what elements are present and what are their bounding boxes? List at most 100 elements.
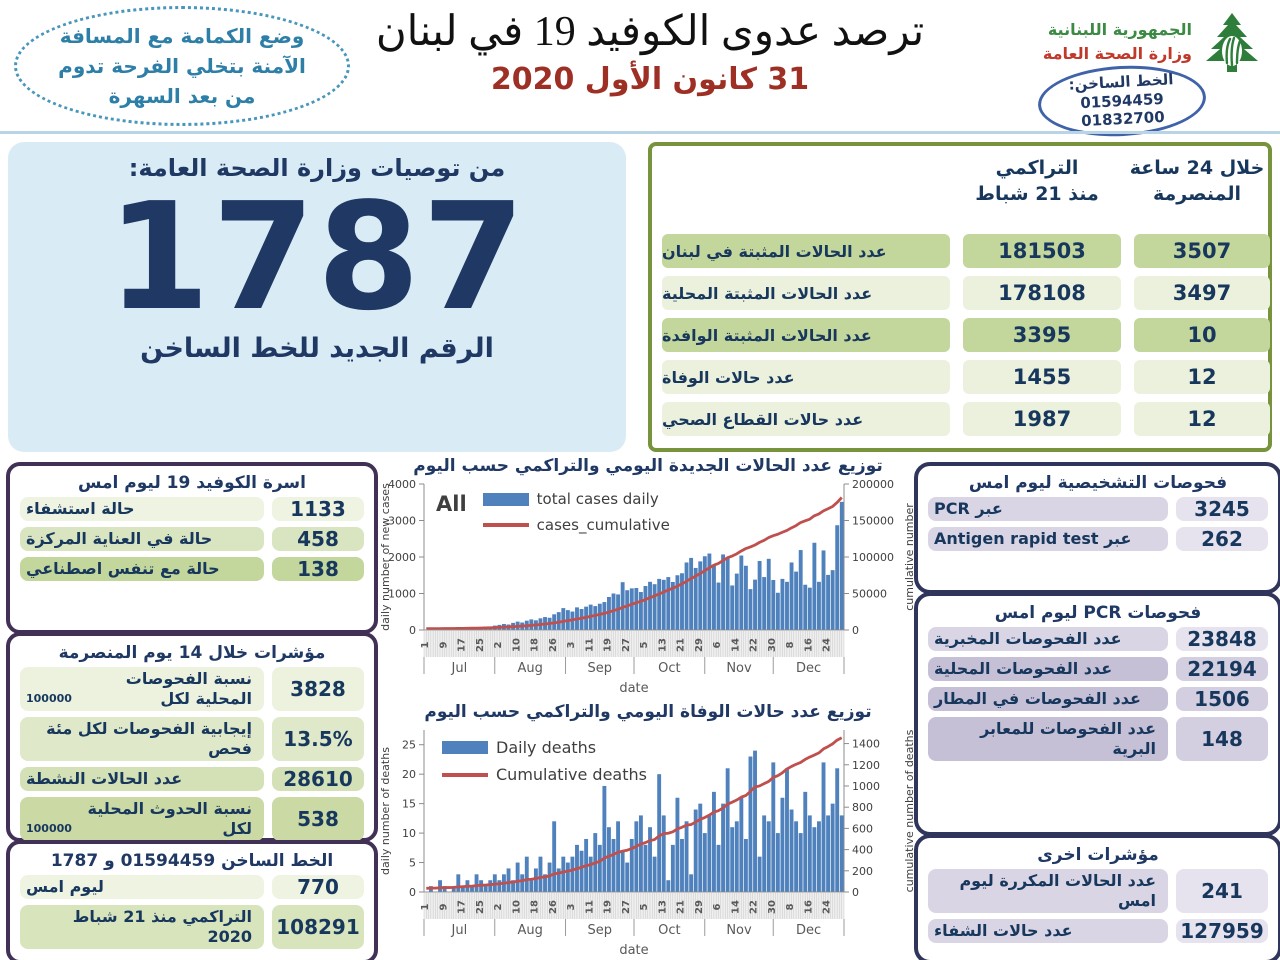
svg-text:5: 5 bbox=[639, 903, 650, 910]
table-row: عدد الحالات المثبتة الوافدة 3395 10 bbox=[662, 318, 1270, 352]
svg-text:18: 18 bbox=[530, 638, 541, 652]
table-row: عدد الحالات المثبتة في لبنان 181503 3507 bbox=[662, 234, 1270, 268]
svg-text:18: 18 bbox=[530, 900, 541, 914]
row-value: 22194 bbox=[1176, 657, 1268, 681]
row-24h-value: 12 bbox=[1134, 360, 1270, 394]
row-label: عبر PCR bbox=[928, 497, 1168, 521]
svg-text:date: date bbox=[619, 943, 648, 956]
list-item: ليوم امس 770 bbox=[20, 875, 364, 899]
svg-text:2: 2 bbox=[493, 903, 504, 910]
row-value: 770 bbox=[272, 875, 364, 899]
row-label: عدد الفحوصات المخبرية bbox=[928, 627, 1168, 651]
legend-entry: cases_cumulative bbox=[536, 516, 670, 534]
other-indicators-panel: مؤشرات اخرى عدد الحالات المكررة ليوم امس… bbox=[914, 834, 1280, 960]
table-row: عدد الحالات المثبتة المحلية 178108 3497 bbox=[662, 276, 1270, 310]
svg-text:5: 5 bbox=[639, 641, 650, 648]
svg-text:9: 9 bbox=[438, 903, 449, 910]
row-cumulative-value: 3395 bbox=[963, 318, 1121, 352]
svg-text:0: 0 bbox=[852, 886, 859, 899]
svg-text:Nov: Nov bbox=[726, 923, 752, 938]
column-header-cumulative: التراكمي منذ 21 شباط bbox=[975, 157, 1099, 205]
svg-text:Jul: Jul bbox=[451, 923, 468, 938]
row-value: 1133 bbox=[272, 497, 364, 521]
svg-text:24: 24 bbox=[822, 900, 833, 914]
row-value: 28610 bbox=[272, 767, 364, 791]
row-label: عدد حالات الشفاء bbox=[928, 919, 1168, 943]
svg-text:15: 15 bbox=[402, 798, 416, 811]
list-item: عدد حالات الشفاء 127959 bbox=[928, 919, 1268, 943]
svg-text:1: 1 bbox=[420, 903, 431, 910]
row-label: عدد الفحوصات في المطار bbox=[928, 687, 1168, 711]
row-value: 13.5% bbox=[272, 717, 364, 761]
svg-text:1200: 1200 bbox=[852, 759, 880, 772]
list-item: عدد الحالات النشطة 28610 bbox=[20, 767, 364, 791]
row-label: عبر Antigen rapid test bbox=[928, 527, 1168, 551]
list-item: عدد الفحوصات المخبرية 23848 bbox=[928, 627, 1268, 651]
svg-text:cumulative number of deaths: cumulative number of deaths bbox=[903, 729, 916, 892]
svg-text:8: 8 bbox=[785, 903, 796, 910]
svg-text:11: 11 bbox=[584, 900, 595, 914]
ministry-name: الجمهورية اللبنانية وزارة الصحة العامة bbox=[1020, 18, 1192, 66]
svg-text:Sep: Sep bbox=[588, 923, 613, 938]
list-item: عدد الفحوصات للمعابر البرية 148 bbox=[928, 717, 1268, 761]
svg-text:10: 10 bbox=[511, 638, 522, 652]
panel-title: مؤشرات خلال 14 يوم المنصرمة bbox=[58, 643, 326, 663]
list-item: نسبة الحدوث المحلية لكل 100000 538 bbox=[20, 797, 364, 841]
svg-text:17: 17 bbox=[457, 900, 468, 914]
deaths-chart: توزيع عدد حالات الوفاة اليومي والتراكمي … bbox=[378, 702, 918, 958]
svg-text:0: 0 bbox=[409, 624, 416, 637]
svg-text:100000: 100000 bbox=[852, 551, 894, 564]
cases-chart: توزيع عدد الحالات الجديدة اليومي والتراك… bbox=[378, 456, 918, 702]
svg-text:Nov: Nov bbox=[726, 661, 752, 676]
chart-title: توزيع عدد حالات الوفاة اليومي والتراكمي … bbox=[424, 702, 872, 722]
svg-text:10: 10 bbox=[402, 827, 416, 840]
row-label: ليوم امس bbox=[20, 875, 264, 899]
svg-text:cumulative number: cumulative number bbox=[903, 503, 916, 611]
row-label: عدد الحالات النشطة bbox=[20, 767, 264, 791]
svg-text:0: 0 bbox=[409, 886, 416, 899]
svg-text:20: 20 bbox=[402, 768, 416, 781]
svg-text:19: 19 bbox=[603, 638, 614, 652]
svg-text:9: 9 bbox=[438, 641, 449, 648]
table-row: عدد حالات القطاع الصحي 1987 12 bbox=[662, 402, 1270, 436]
svg-text:30: 30 bbox=[767, 638, 778, 652]
row-cumulative-value: 1455 bbox=[963, 360, 1121, 394]
svg-text:2: 2 bbox=[493, 641, 504, 648]
list-item: عدد الحالات المكررة ليوم امس 241 bbox=[928, 869, 1268, 913]
page-title: ترصد عدوى الكوفيد 19 في لبنان bbox=[375, 9, 925, 55]
indicators-14day-panel: مؤشرات خلال 14 يوم المنصرمة نسبة الفحوصا… bbox=[6, 632, 378, 842]
svg-text:600: 600 bbox=[852, 822, 873, 835]
legend-entry: Cumulative deaths bbox=[496, 765, 647, 784]
svg-text:22: 22 bbox=[749, 900, 760, 914]
row-value: 108291 bbox=[272, 905, 364, 949]
svg-text:Oct: Oct bbox=[658, 661, 680, 676]
row-label: عدد الفحوصات المحلية bbox=[928, 657, 1168, 681]
list-item: عبر PCR 3245 bbox=[928, 497, 1268, 521]
svg-text:13: 13 bbox=[657, 900, 668, 914]
ministry-title: وزارة الصحة العامة bbox=[1042, 44, 1192, 63]
row-label: عدد الفحوصات للمعابر البرية bbox=[928, 717, 1168, 761]
row-value: 138 bbox=[272, 557, 364, 581]
badge-line: الآمنة بتخلي الفرحة تدوم bbox=[58, 54, 306, 78]
mask-advice-badge: وضع الكمامة مع المسافة الآمنة بتخلي الفر… bbox=[14, 6, 350, 126]
svg-text:13: 13 bbox=[657, 638, 668, 652]
row-value: 127959 bbox=[1176, 919, 1268, 943]
row-24h-value: 12 bbox=[1134, 402, 1270, 436]
list-item: نسبة الفحوصات المحلية لكل 100000 3828 bbox=[20, 667, 364, 711]
hotline-calls-panel: الخط الساخن 01594459 و 1787 ليوم امس 770… bbox=[6, 840, 378, 960]
svg-text:25: 25 bbox=[475, 900, 486, 914]
legend-entry: Daily deaths bbox=[496, 738, 597, 757]
row-label: نسبة الحدوث المحلية لكل 100000 bbox=[20, 797, 264, 841]
beds-panel: اسرة الكوفيد 19 ليوم امس حالة استشفاء 11… bbox=[6, 462, 378, 634]
svg-text:date: date bbox=[619, 681, 648, 694]
row-label: حالة مع تنفس اصطناعي bbox=[20, 557, 264, 581]
svg-text:400: 400 bbox=[852, 844, 873, 857]
svg-text:800: 800 bbox=[852, 801, 873, 814]
panel-title: الخط الساخن 01594459 و 1787 bbox=[50, 851, 334, 871]
svg-text:5: 5 bbox=[409, 857, 416, 870]
svg-text:2000: 2000 bbox=[388, 551, 416, 564]
legend-entry: total cases daily bbox=[536, 490, 659, 508]
panel-title: فحوصات التشخيصية ليوم امس bbox=[968, 473, 1228, 493]
